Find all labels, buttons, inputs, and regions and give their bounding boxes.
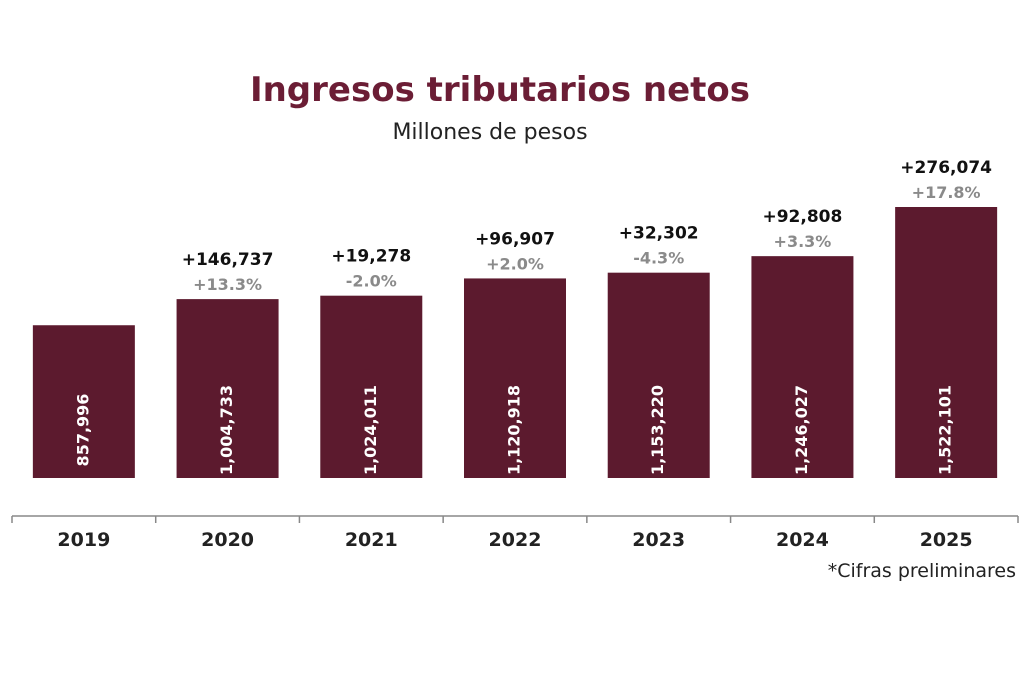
- pct-label: -4.3%: [633, 249, 684, 268]
- bar-2019: [32, 325, 135, 478]
- x-tick-label: 2021: [345, 529, 398, 551]
- bar-2022: [464, 278, 566, 478]
- bar-2025: [895, 207, 998, 478]
- bar-value-label: 857,996: [73, 394, 92, 467]
- pct-label: +2.0%: [486, 254, 544, 273]
- change-label: +96,907: [475, 229, 555, 249]
- bar-2024: [751, 256, 854, 478]
- change-label: +276,074: [900, 158, 992, 178]
- x-tick-label: 2025: [920, 529, 973, 551]
- bar-value-label: 1,522,101: [936, 385, 955, 475]
- x-tick-label: 2019: [57, 529, 110, 551]
- bar-2021: [320, 295, 423, 478]
- bar-value-label: 1,120,918: [505, 385, 524, 475]
- bar-2023: [607, 272, 710, 478]
- x-tick-label: 2023: [632, 529, 685, 551]
- x-tick-label: 2020: [201, 529, 254, 551]
- bar-value-label: 1,246,027: [792, 385, 811, 475]
- bar-2020: [176, 299, 279, 478]
- x-tick-label: 2024: [776, 529, 829, 551]
- pct-label: +17.8%: [912, 183, 981, 202]
- bar-value-label: 1,004,733: [217, 385, 236, 475]
- pct-label: -2.0%: [346, 272, 397, 291]
- change-label: +19,278: [331, 247, 411, 267]
- change-label: +92,808: [762, 207, 842, 227]
- change-label: +32,302: [619, 224, 699, 244]
- chart-title: Ingresos tributarios netos: [249, 70, 751, 110]
- pct-label: +13.3%: [193, 275, 262, 294]
- chart-subtitle: Millones de pesos: [392, 120, 588, 145]
- pct-label: +3.3%: [774, 232, 832, 251]
- x-tick-label: 2022: [489, 529, 542, 551]
- change-label: +146,737: [182, 250, 274, 270]
- bar-value-label: 1,024,011: [361, 385, 380, 475]
- bar-value-label: 1,153,220: [648, 385, 667, 475]
- footnote: *Cifras preliminares: [827, 560, 1016, 582]
